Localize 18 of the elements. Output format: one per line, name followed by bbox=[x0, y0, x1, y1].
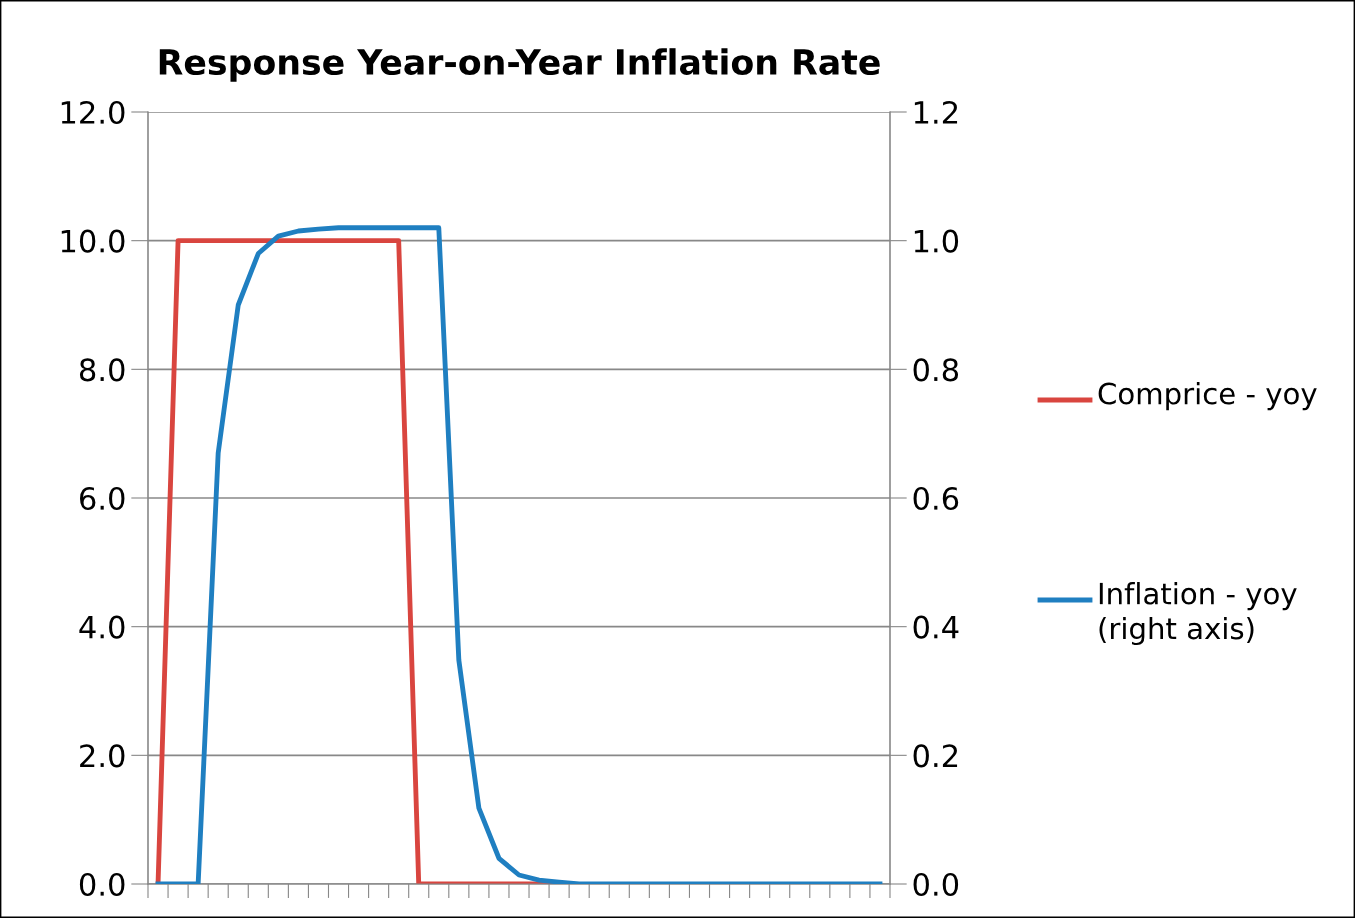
y-tick-label: 2.0 bbox=[80, 744, 125, 768]
y2-tick-label: 0.2 bbox=[913, 744, 958, 768]
y2-tick-label: 1.2 bbox=[914, 100, 958, 124]
y2-tick-label: 0.8 bbox=[913, 358, 959, 382]
y2-tick-label: 1.0 bbox=[914, 229, 959, 253]
y-tick-label: 8.0 bbox=[79, 358, 125, 382]
y2-tick-label: 0.0 bbox=[913, 872, 959, 897]
line-series bbox=[155, 225, 883, 884]
chart-title: Response Year-on-Year Inflation Rate bbox=[159, 48, 880, 82]
y-tick-label: 10.0 bbox=[61, 229, 125, 253]
y-tick-label: 6.0 bbox=[80, 486, 125, 511]
y2-tick-label: 0.6 bbox=[913, 486, 959, 511]
y-tick-label: 12.0 bbox=[61, 100, 125, 125]
y-tick-label: 4.0 bbox=[79, 615, 125, 639]
legend-label: Inflation - yoy (right axis) bbox=[1099, 582, 1297, 646]
y2-tick-label: 0.4 bbox=[913, 615, 959, 639]
legend-label: Comprice - yoy bbox=[1098, 382, 1317, 411]
y-tick-label: 0.0 bbox=[79, 872, 125, 897]
